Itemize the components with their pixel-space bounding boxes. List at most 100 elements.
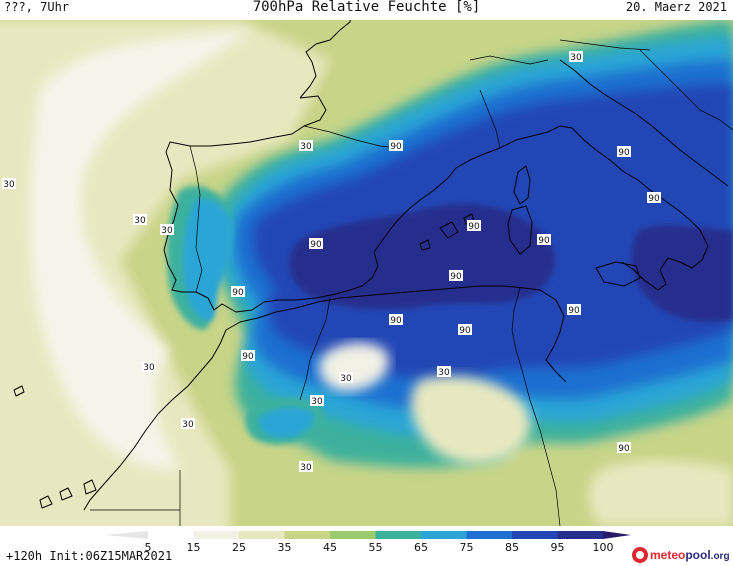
contour-label: 30 [438,368,450,378]
island-canary-1 [59,487,73,501]
colorbar-tick-label: 75 [460,541,474,554]
colorbar-swatch [330,531,376,539]
contour-label-bg [241,350,255,361]
contour-label-bg [2,178,16,189]
coastlines [13,0,729,511]
humidity-map: 30 30 30 30 30 30 30 30 30 30 30 90 90 90 90 90 90 90 90 90… [0,0,733,526]
contour-label-bg [231,286,245,297]
colorbar-ticks: 5 15 25 35 45 55 65 75 85 95 100 [145,541,614,554]
island-mallorca [439,221,459,239]
contour-label-bg [160,224,174,235]
contour-label: 90 [468,222,480,232]
contour-label: 90 [242,352,254,362]
field-light-sahara-east [588,460,733,526]
contour-label: 30 [300,142,312,152]
contour-label-bg [449,270,463,281]
contour-label: 90 [310,240,322,250]
coast-italy [499,125,709,291]
colorbar-swatches [104,531,631,539]
island-sicily [595,261,641,287]
border-algeria-libya [521,369,561,526]
island-madeira [13,385,25,397]
map-title: 700hPa Relative Feuchte [%] [252,0,481,15]
contour-label-bg [339,372,353,383]
init-time-label: +120h Init:06Z15MAR2021 [6,549,173,563]
colorbar-tick-label: 85 [505,541,519,554]
colorbar-tick-label: 5 [145,541,152,554]
humidity-field [0,0,733,526]
meteopool-logo-text: meteopool.org [650,548,730,562]
border-balkans [639,49,733,131]
colorbar-right-arrow [603,531,631,539]
contour-label: 30 [182,420,194,430]
contour-label: 30 [143,363,155,373]
border-spain-france [303,125,401,149]
contour-label: 30 [570,53,582,63]
field-dry-band [30,30,250,470]
contour-label-bg [617,442,631,453]
contour-label-bg [567,304,581,315]
island-canary-2 [39,495,53,509]
contour-label: 90 [450,272,462,282]
contour-label: 30 [311,397,323,407]
field-light-sahara [410,376,531,464]
contour-label: 90 [618,148,630,158]
border-switzerland [469,55,549,65]
field-cyan-iberia-west [182,198,234,322]
border-austria [559,39,651,51]
contour-label-bg [310,395,324,406]
contour-label: 90 [459,326,471,336]
border-morocco-algeria [299,297,331,401]
contour-label-bg [569,51,583,62]
field-cyan-morocco [259,407,315,438]
colorbar-swatch [421,531,467,539]
colorbar-swatch [466,531,513,539]
colorbar-tick-label: 65 [414,541,428,554]
contour-label-bg [181,418,195,429]
island-corsica [513,165,531,205]
contour-label: 90 [232,288,244,298]
contour-label: 30 [300,463,312,473]
border-spain-portugal [189,145,203,293]
field-deep-blue-east [631,225,733,322]
valid-date: 20. Maerz 2021 [625,0,727,14]
meteopool-logo: meteopool.org [632,545,730,565]
header-bar: ???, 7Uhr 700hPa Relative Feuchte [%] 20… [0,0,733,20]
contour-label-bg [133,214,147,225]
coast-atlantic-africa [83,329,227,511]
border-france-italy [479,89,501,149]
contour-label-bg [647,192,661,203]
contour-label-bg [309,238,323,249]
island-ibiza [419,239,431,251]
contour-label: 30 [3,180,15,190]
colorbar-tick-label: 45 [323,541,337,554]
colorbar-tick-label: 25 [232,541,246,554]
colorbar-swatch [239,531,285,539]
contour-label-bg [458,324,472,335]
forecast-time-label: ???, 7Uhr [4,0,70,14]
contour-label-bg [437,366,451,377]
colorbar-swatch [375,531,422,539]
border-algeria-tunisia [511,287,523,371]
contour-label-bg [467,220,481,231]
meteopool-logo-icon [632,547,648,563]
coast-france-west [299,0,353,99]
colorbar-swatch [557,531,604,539]
contour-label: 30 [161,226,173,236]
contour-label: 90 [538,236,550,246]
contour-label: 90 [568,306,580,316]
colorbar-left-arrow [104,531,148,539]
island-sardinia [507,205,533,255]
colorbar-scale: 5 15 25 35 45 55 65 75 85 95 100 [104,531,631,554]
contour-label: 90 [390,142,402,152]
colorbar-swatch [193,531,240,539]
contour-label-bg [537,234,551,245]
coast-italy-east [559,59,729,187]
borders [90,39,733,526]
colorbar-tick-label: 15 [187,541,201,554]
contour-label: 30 [340,374,352,384]
colorbar-tick-label: 55 [369,541,383,554]
contour-label-bg [299,140,313,151]
contour-label-bg [389,314,403,325]
coast-north-africa [225,285,567,383]
